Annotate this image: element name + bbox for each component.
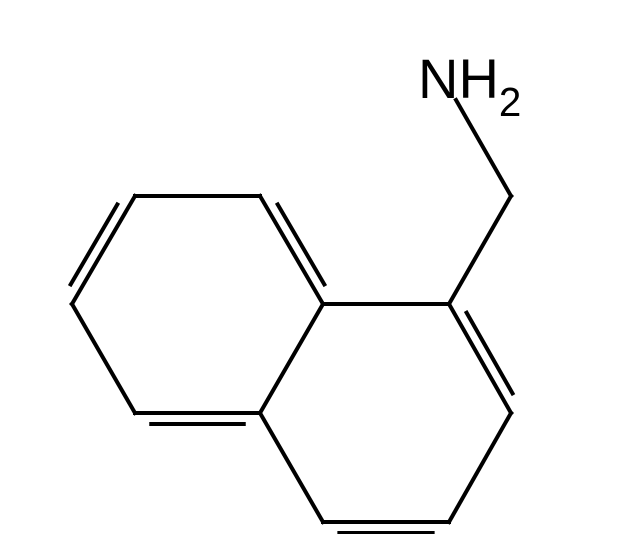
label-sub: 2 <box>499 79 521 125</box>
amine-label: NH2 <box>418 46 521 120</box>
label-main: NH <box>418 47 499 110</box>
molecule-canvas: NH2 <box>0 0 640 534</box>
molecule-svg <box>0 0 640 534</box>
